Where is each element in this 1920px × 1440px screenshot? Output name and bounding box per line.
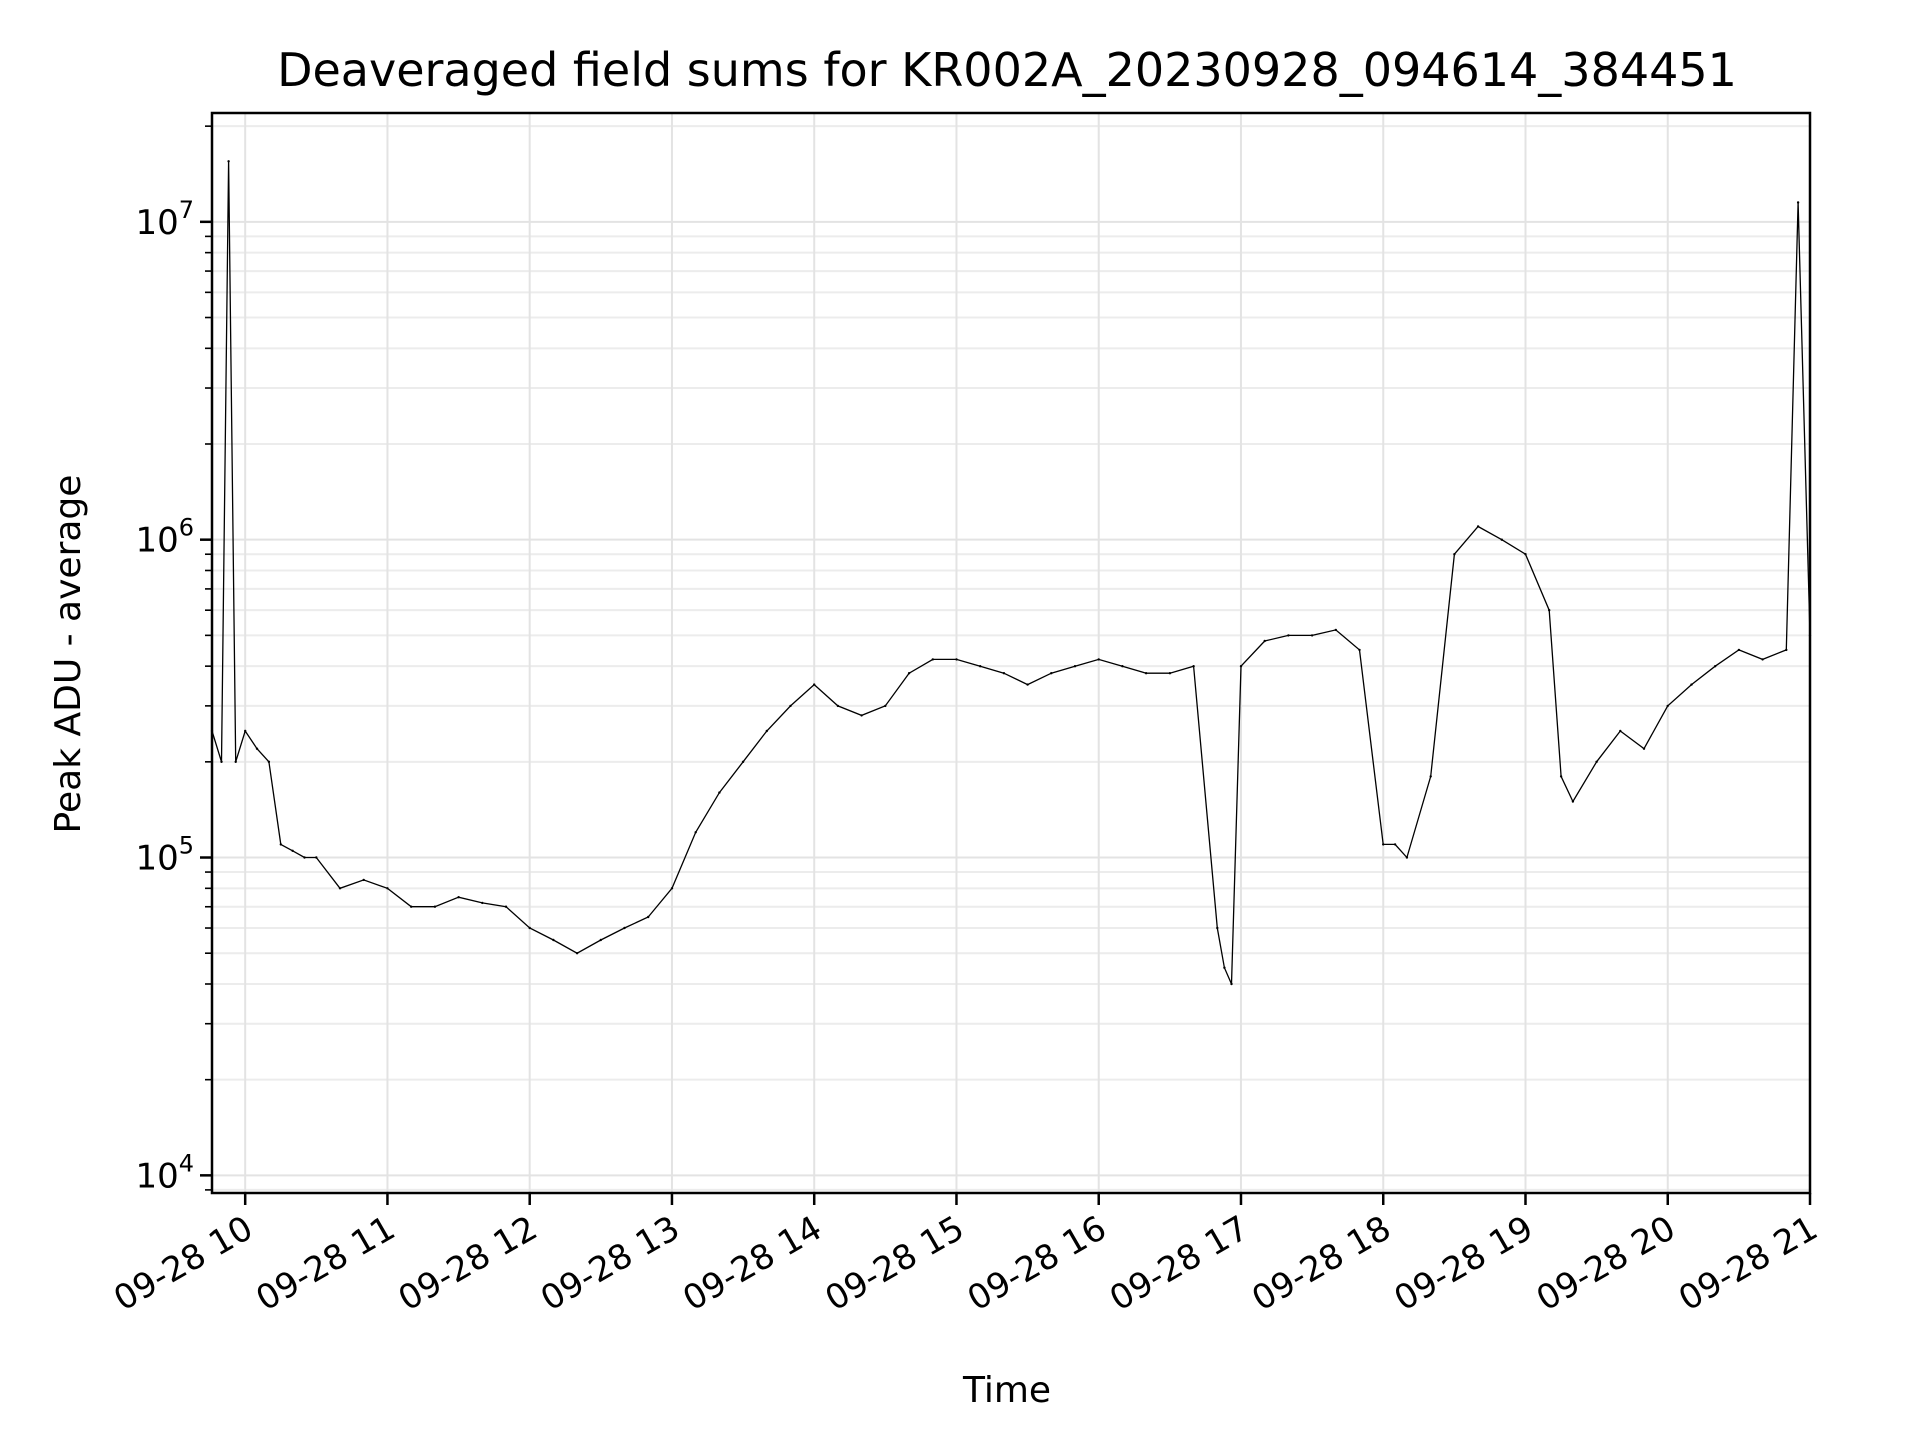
data-point [623,926,626,930]
plot-frame [210,111,1812,1195]
data-point [315,856,318,859]
data-point [1192,665,1195,668]
data-point [1619,729,1622,733]
data-point [220,760,223,763]
data-point [291,849,294,852]
data-point [1239,665,1243,668]
data-point [1785,648,1788,652]
data-point [457,896,460,899]
data-point [1548,609,1551,612]
data-point [1595,760,1598,763]
data-point [907,672,911,675]
data-point [1500,538,1504,541]
data-point [1026,683,1029,686]
y-axis-label: Peak ADU - average [48,475,89,834]
data-point [860,714,863,717]
data-point [599,938,602,942]
data-point [789,704,792,708]
data-point [931,658,934,661]
data-point [1121,665,1124,668]
data-point [1216,926,1219,930]
data-point [813,683,816,686]
data-point [1642,747,1646,750]
data-point [1334,628,1338,632]
x-axis-label: Time [962,1370,1051,1411]
data-point [1144,672,1148,675]
data-point [1761,658,1764,661]
data-point [884,704,887,708]
data-point [1559,775,1563,778]
y-tick-label: 104 [135,1149,194,1196]
data-point [1405,856,1409,859]
data-point [694,831,697,834]
data-point [1476,525,1480,528]
data-point [267,760,271,763]
data-point [1796,201,1800,204]
y-tick-labels: 104 105 106 107 [135,196,194,1197]
y-tick-label: 105 [135,832,194,879]
data-point [1690,683,1693,686]
data-point [362,878,365,882]
data-point [279,843,282,846]
series-layer [210,160,1812,986]
data-point [979,665,982,668]
data-point [1223,966,1226,969]
data-point [647,915,650,919]
data-point [481,901,484,905]
data-point [1002,672,1006,675]
data-point [1263,639,1266,643]
chart-title: Deaveraged field sums for KR002A_2023092… [277,43,1737,97]
data-point [227,160,230,163]
data-point [303,856,306,859]
data-point [410,905,413,908]
data-point [575,952,579,955]
data-point [255,747,259,750]
data-point [338,887,342,890]
data-point [504,905,508,908]
data-point [955,658,958,661]
data-point [1571,800,1575,803]
grid [212,113,1811,1193]
data-point [1714,665,1717,668]
y-tick-label: 107 [135,196,194,243]
data-point [1310,634,1314,637]
data-point [741,760,745,763]
data-point [1453,553,1456,556]
data-point [1524,553,1527,556]
data-point [386,887,389,890]
data-point [1168,672,1172,675]
data-point [718,791,721,794]
data-point [670,887,674,890]
data-point [244,729,247,733]
data-point [528,926,531,930]
data-point [1429,775,1432,778]
y-tick-label: 106 [135,514,194,561]
data-point [552,938,555,942]
data-point [1230,982,1233,986]
data-point [1287,634,1290,637]
data-point [1050,672,1053,675]
data-point [1097,658,1100,661]
data-point [1666,704,1669,708]
axis-ticks [200,125,1812,1205]
data-point [765,729,768,733]
data-point [234,760,237,763]
data-point [1358,648,1361,652]
data-point [1737,648,1741,652]
data-point [1382,843,1385,846]
data-point [836,704,840,708]
data-point [433,905,437,908]
data-point [1073,665,1077,668]
data-point [1393,843,1397,846]
